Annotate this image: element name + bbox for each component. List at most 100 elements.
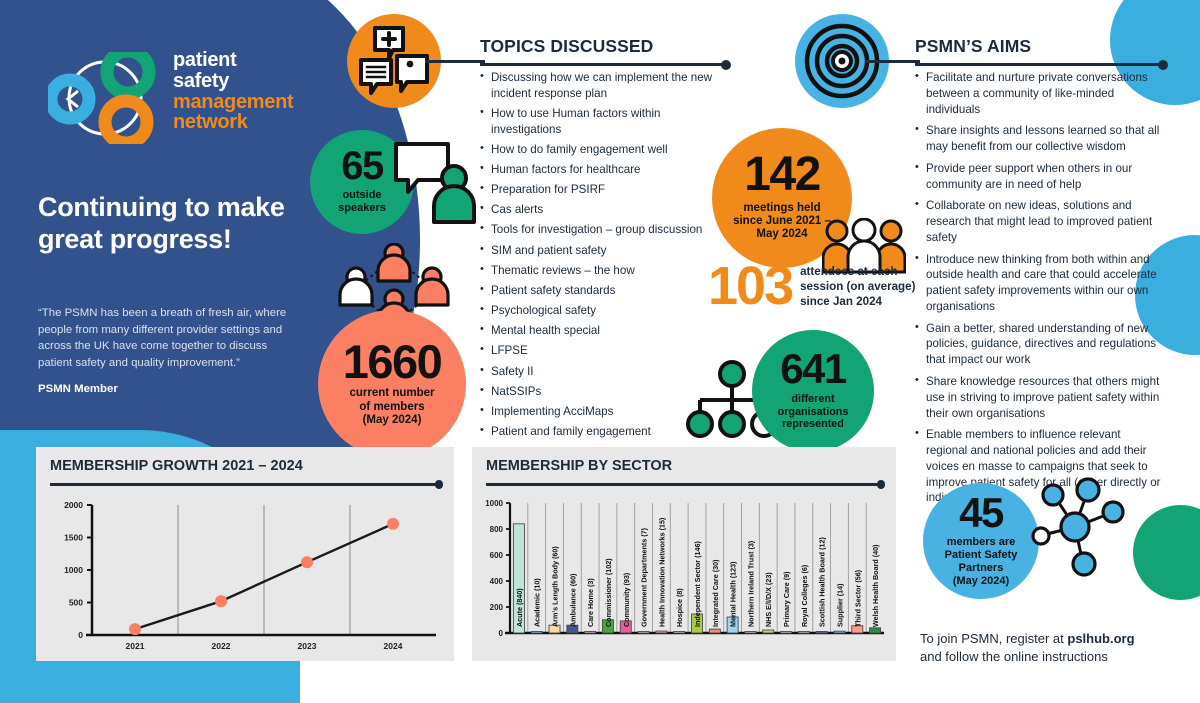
y-tick-label: 0: [78, 630, 83, 640]
topic-list-item: SIM and patient safety: [480, 242, 720, 259]
aim-list-item: Provide peer support when others in our …: [915, 160, 1165, 193]
y-tick-label: 1000: [64, 565, 83, 575]
bar: [637, 631, 650, 634]
x-tick-label: 2022: [212, 641, 231, 651]
y-tick-label: 0: [499, 629, 504, 638]
stat-caption: current number of members (May 2024): [349, 387, 435, 426]
membership-growth-panel: MEMBERSHIP GROWTH 2021 – 2024 0 500 1000 15…: [36, 447, 454, 661]
stat-value: 641: [780, 345, 847, 393]
stat-value: 142: [744, 148, 821, 202]
topics-title: TOPICS DISCUSSED: [480, 36, 654, 56]
bar: [815, 630, 828, 634]
y-tick-label: 1000: [485, 499, 503, 508]
growth-line-chart: 0 500 1000 1500 2000 2021 2022 2023 2024: [64, 500, 436, 651]
growth-rule: [50, 480, 443, 488]
topic-list-item: Discussing how we can implement the new …: [480, 69, 720, 102]
bar-label: Royal Colleges (6): [800, 564, 809, 627]
stat-value: 103: [708, 256, 794, 316]
bar-label: Health Innovation Networks (15): [657, 517, 666, 627]
x-tick-label: 2023: [298, 641, 317, 651]
aims-title: PSMN’S AIMS: [915, 36, 1032, 56]
bar-label: Community (93): [622, 572, 631, 627]
y-tick-label: 500: [69, 598, 83, 608]
bar: [530, 631, 543, 634]
data-point: [301, 556, 313, 569]
aim-list-item: Collaborate on new ideas, solutions and …: [915, 197, 1165, 245]
aim-list-item: Share insights and lessons learned so th…: [915, 122, 1165, 155]
y-tick-label: 800: [490, 525, 504, 534]
bar: [548, 624, 561, 634]
bar-label: Academic (10): [533, 578, 542, 627]
bar: [744, 631, 757, 634]
stat-meetings-held: 142 meetings held since June 2021 – May …: [712, 128, 852, 268]
bar-label: Hospice (8): [675, 588, 684, 627]
aim-list-item: Introduce new thinking from both within …: [915, 251, 1165, 315]
quote-author: PSMN Member: [38, 382, 118, 395]
topic-list-item: Thematic reviews – the how: [480, 262, 720, 279]
bar-label: Integrated Care (30): [711, 559, 720, 627]
topic-list-item: Safety II: [480, 363, 720, 380]
stat-value: 45: [959, 488, 1004, 536]
logo-mark-icon: [44, 44, 156, 150]
stat-current-members: 1660 current number of members (May 2024…: [318, 310, 466, 458]
bar-label: Supplier (14): [835, 583, 844, 627]
sector-rule: [486, 480, 885, 488]
y-tick-label: 1500: [64, 533, 83, 543]
topic-list-item: LFPSE: [480, 342, 720, 359]
bar-label: Government Departments (7): [640, 527, 649, 627]
bar: [601, 619, 614, 634]
footer-line2: and follow the online instructions: [920, 648, 1108, 664]
bar-label: Primary Care (9): [782, 571, 791, 627]
bar: [566, 624, 579, 634]
aims-list: Facilitate and nurture private conversat…: [915, 69, 1165, 512]
bar: [708, 628, 721, 634]
logo-line-2: safety: [173, 69, 230, 92]
topics-header-connector: [425, 60, 485, 63]
y-tick-label: 600: [490, 551, 504, 560]
membership-by-sector-panel: MEMBERSHIP BY SECTOR 0 200 400 600 800 1000 Ac…: [472, 447, 896, 661]
stat-caption: members are Patient Safety Partners (May…: [944, 536, 1018, 587]
bar: [851, 625, 864, 634]
logo-line-1: patient: [173, 49, 237, 71]
aims-section-header: PSMN’S AIMS: [915, 36, 1168, 70]
bar-label: Independent Sector (146): [693, 541, 702, 627]
x-tick-label: 2024: [384, 641, 403, 651]
stat-average-attendees: 103 attendees at each session (on averag…: [708, 256, 916, 316]
bar-label: Arm’s Length Body (60): [551, 546, 560, 627]
data-point: [387, 517, 399, 530]
stat-caption: attendees at each session (on average) s…: [800, 264, 916, 308]
y-tick-label: 2000: [64, 500, 83, 510]
aims-rule: [915, 59, 1168, 70]
topic-list-item: How to do family engagement well: [480, 141, 720, 158]
bar-label: Third Sector (56): [853, 569, 862, 627]
topic-list-item: Patient and family engagement: [480, 423, 720, 440]
bar-label: Ambulance (60): [568, 573, 577, 627]
topic-list-item: Tools for investigation – group discussi…: [480, 221, 720, 238]
topic-list-item: Human factors for healthcare: [480, 161, 720, 178]
node-network-icon: [1031, 477, 1125, 577]
pslhub-link[interactable]: pslhub.org: [1067, 631, 1135, 646]
sector-chart-title: MEMBERSHIP BY SECTOR: [486, 458, 673, 474]
stat-caption: outside speakers: [338, 189, 386, 215]
bar: [512, 523, 525, 634]
topic-list-item: How to use Human factors within investig…: [480, 105, 720, 138]
topics-list: Discussing how we can implement the new …: [480, 69, 720, 444]
three-people-icon: [822, 218, 906, 274]
bar: [655, 630, 668, 634]
topic-list-item: NatSSIPs: [480, 383, 720, 400]
topic-list-item: Implementing AcciMaps: [480, 403, 720, 420]
aim-list-item: Gain a better, shared understanding of n…: [915, 320, 1165, 368]
bar: [619, 620, 632, 634]
stat-caption: different organisations represented: [777, 393, 849, 431]
bar-label: Northern Ireland Trust (3): [746, 540, 755, 627]
stat-patient-safety-partners: 45 members are Patient Safety Partners (…: [923, 483, 1039, 599]
sector-bar-chart: 0 200 400 600 800 1000 Acute (840) Academic (10…: [472, 491, 896, 657]
logo-wordmark: patient safety management network: [173, 49, 294, 133]
topic-list-item: Preparation for PSIRF: [480, 181, 720, 198]
footer-line1-pre: To join PSMN, register at: [920, 631, 1068, 646]
bar: [797, 631, 810, 634]
bar-label: Care Home (3): [586, 578, 595, 627]
psmn-logo: patient safety management network: [44, 44, 298, 150]
data-point: [129, 623, 141, 636]
